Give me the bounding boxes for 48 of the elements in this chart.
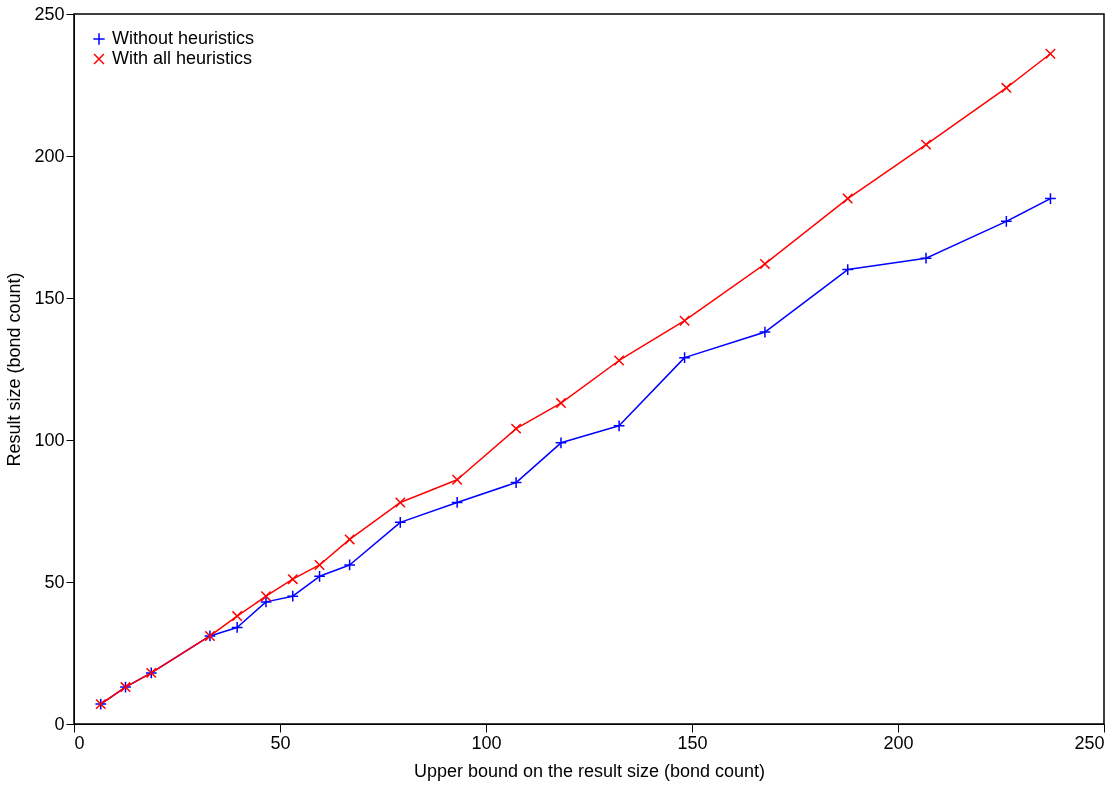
y-tick-label: 150 (34, 287, 65, 308)
y-tick-label: 250 (34, 3, 65, 24)
point (678, 351, 691, 364)
point (313, 570, 326, 583)
legend-label: Without heuristics (112, 28, 255, 48)
legend-label: With all heuristics (112, 48, 253, 68)
point (841, 263, 854, 276)
point (287, 573, 299, 585)
point (679, 315, 691, 327)
point (344, 533, 356, 545)
point (1044, 48, 1056, 60)
point (919, 252, 933, 265)
point (231, 621, 244, 634)
x-tick-label: 100 (471, 732, 502, 753)
point (920, 139, 932, 151)
x-tick-label: 200 (883, 732, 914, 753)
y-tick-label: 50 (44, 571, 65, 592)
point (394, 497, 406, 508)
point (286, 590, 299, 603)
point (510, 423, 522, 435)
point (451, 496, 464, 509)
point (343, 558, 356, 572)
x-tick-label: 0 (74, 732, 85, 753)
point (314, 559, 325, 571)
point (554, 436, 568, 449)
point (509, 476, 523, 489)
point (555, 397, 567, 409)
point (260, 590, 272, 602)
x-axis-title: Upper bound on the result size (bond count) (413, 760, 766, 781)
point (1000, 82, 1012, 94)
x-tick-label: 50 (270, 732, 291, 753)
point (612, 419, 626, 432)
y-axis-title: Result size (bond count) (4, 272, 25, 467)
point (394, 516, 407, 529)
point (842, 193, 854, 205)
x-tick-label: 250 (1074, 732, 1105, 753)
point (758, 325, 772, 339)
y-tick-label: 100 (34, 429, 65, 450)
y-tick-label: 200 (34, 145, 65, 166)
point (259, 595, 273, 608)
point (231, 610, 243, 622)
point (1044, 192, 1057, 205)
point (759, 258, 771, 270)
point (1000, 215, 1013, 228)
point (451, 474, 463, 486)
x-tick-label: 150 (677, 732, 708, 753)
y-tick-label: 0 (54, 713, 65, 734)
point (613, 355, 625, 366)
